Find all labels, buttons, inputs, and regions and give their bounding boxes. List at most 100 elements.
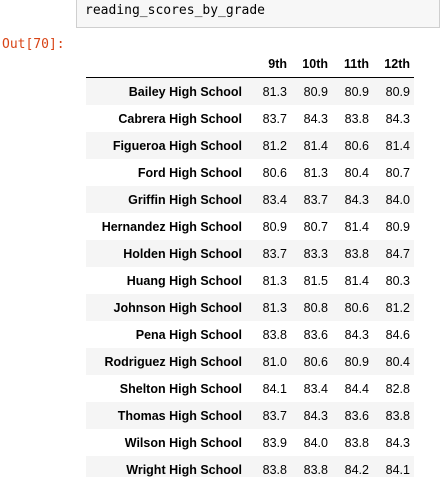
table-cell: 84.6	[385, 327, 410, 342]
table-row: Figueroa High School 81.2 81.4 80.6 81.4	[86, 132, 414, 159]
table-cell: 84.0	[303, 435, 328, 450]
table-row: Griffin High School 83.4 83.7 84.3 84.0	[86, 186, 414, 213]
table-cell: 81.2	[262, 138, 287, 153]
row-index-label: Wright High School	[126, 462, 242, 477]
table-cell: 80.7	[385, 165, 410, 180]
row-index-label: Johnson High School	[113, 300, 242, 315]
table-cell: 83.8	[344, 111, 369, 126]
table-cell: 81.4	[344, 219, 369, 234]
row-index-label: Huang High School	[126, 273, 242, 288]
output-prompt: Out[70]:	[2, 37, 65, 52]
table-cell: 83.7	[262, 111, 287, 126]
table-cell: 84.7	[385, 246, 410, 261]
row-index-label: Holden High School	[123, 246, 242, 261]
table-row: Wilson High School 83.9 84.0 83.8 84.3	[86, 429, 414, 456]
table-row: Thomas High School 83.7 84.3 83.6 83.8	[86, 402, 414, 429]
table-cell: 84.1	[385, 462, 410, 477]
table-row: Pena High School 83.8 83.6 84.3 84.6	[86, 321, 414, 348]
table-cell: 83.9	[262, 435, 287, 450]
table-cell: 80.8	[303, 300, 328, 315]
table-cell: 84.2	[344, 462, 369, 477]
table-cell: 80.7	[303, 219, 328, 234]
table-cell: 83.4	[262, 192, 287, 207]
table-cell: 81.0	[262, 354, 287, 369]
dataframe-table: 9th 10th 11th 12th Bailey High School 81.…	[86, 50, 414, 477]
table-cell: 84.3	[344, 192, 369, 207]
table-row: Ford High School 80.6 81.3 80.4 80.7	[86, 159, 414, 186]
table-cell: 83.8	[344, 435, 369, 450]
table-row: Bailey High School 81.3 80.9 80.9 80.9	[86, 77, 414, 105]
row-index-label: Ford High School	[137, 165, 242, 180]
table-cell: 83.8	[385, 408, 410, 423]
column-header: 12th	[373, 50, 414, 78]
table-cell: 80.9	[344, 84, 369, 99]
table-row: Johnson High School 81.3 80.8 80.6 81.2	[86, 294, 414, 321]
table-cell: 84.0	[385, 192, 410, 207]
row-index-label: Bailey High School	[128, 84, 242, 99]
row-index-label: Shelton High School	[119, 381, 242, 396]
table-cell: 83.8	[262, 327, 287, 342]
table-cell: 83.8	[303, 462, 328, 477]
table-cell: 81.2	[385, 300, 410, 315]
table-cell: 80.6	[344, 138, 369, 153]
table-cell: 80.4	[344, 165, 369, 180]
table-header-row: 9th 10th 11th 12th	[86, 50, 414, 78]
row-index-label: Griffin High School	[128, 192, 242, 207]
table-cell: 83.6	[303, 327, 328, 342]
column-header: 10th	[291, 50, 332, 78]
table-cell: 84.3	[385, 111, 410, 126]
column-header: 11th	[332, 50, 373, 78]
table-cell: 81.3	[262, 84, 287, 99]
table-row: Shelton High School 84.1 83.4 84.4 82.8	[86, 375, 414, 402]
table-cell: 83.7	[262, 246, 287, 261]
table-cell: 81.3	[262, 273, 287, 288]
table-cell: 81.4	[303, 138, 328, 153]
table-cell: 83.7	[262, 408, 287, 423]
code-input-cell[interactable]: reading_scores_by_grade	[76, 0, 440, 28]
table-cell: 84.3	[303, 408, 328, 423]
table-cell: 83.7	[303, 192, 328, 207]
table-cell: 81.5	[303, 273, 328, 288]
table-cell: 80.9	[385, 84, 410, 99]
table-cell: 83.6	[344, 408, 369, 423]
table-cell: 80.9	[262, 219, 287, 234]
table-row: Hernandez High School 80.9 80.7 81.4 80.9	[86, 213, 414, 240]
table-row: Holden High School 83.7 83.3 83.8 84.7	[86, 240, 414, 267]
row-index-label: Pena High School	[135, 327, 242, 342]
table-cell: 80.6	[303, 354, 328, 369]
table-cell: 83.8	[344, 246, 369, 261]
row-index-label: Rodriguez High School	[104, 354, 243, 369]
index-header	[86, 50, 250, 78]
table-row: Rodriguez High School 81.0 80.6 80.9 80.4	[86, 348, 414, 375]
table-cell: 80.6	[262, 165, 287, 180]
table-body: Bailey High School 81.3 80.9 80.9 80.9 Cabrer…	[86, 77, 414, 477]
table-cell: 82.8	[385, 381, 410, 396]
table-cell: 84.1	[262, 381, 287, 396]
table-cell: 80.4	[385, 354, 410, 369]
table-row: Wright High School 83.8 83.8 84.2 84.1	[86, 456, 414, 477]
column-header: 9th	[250, 50, 291, 78]
table-cell: 81.4	[344, 273, 369, 288]
table-cell: 80.6	[344, 300, 369, 315]
row-index-label: Thomas High School	[117, 408, 242, 423]
table-cell: 80.9	[344, 354, 369, 369]
table-cell: 81.3	[262, 300, 287, 315]
table-cell: 83.8	[262, 462, 287, 477]
row-index-label: Figueroa High School	[112, 138, 242, 153]
table-cell: 84.3	[385, 435, 410, 450]
table-cell: 84.3	[344, 327, 369, 342]
table-cell: 84.3	[303, 111, 328, 126]
table-cell: 83.3	[303, 246, 328, 261]
row-index-label: Hernandez High School	[101, 219, 242, 234]
table-cell: 81.4	[385, 138, 410, 153]
table-cell: 84.4	[344, 381, 369, 396]
row-index-label: Wilson High School	[124, 435, 242, 450]
table-cell: 80.9	[385, 219, 410, 234]
table-cell: 83.4	[303, 381, 328, 396]
code-line[interactable]: reading_scores_by_grade	[85, 3, 266, 18]
row-index-label: Cabrera High School	[118, 111, 242, 126]
table-cell: 80.9	[303, 84, 328, 99]
table-cell: 81.3	[303, 165, 328, 180]
table-row: Huang High School 81.3 81.5 81.4 80.3	[86, 267, 414, 294]
